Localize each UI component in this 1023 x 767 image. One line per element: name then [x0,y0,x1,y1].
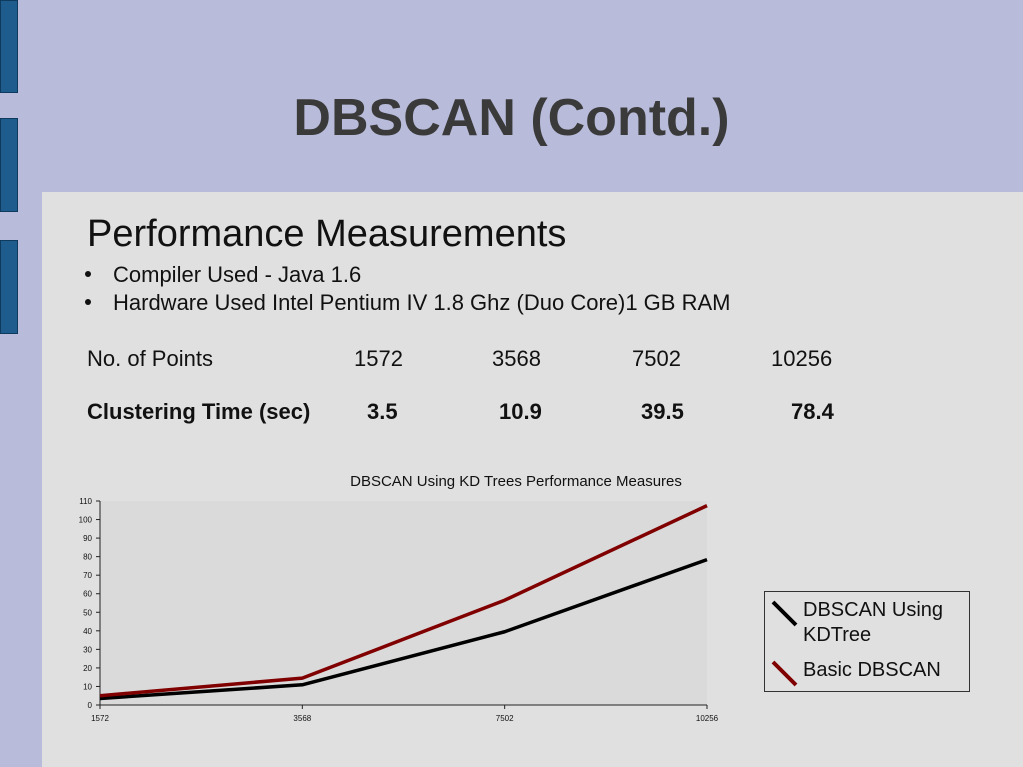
slide-title: DBSCAN (Contd.) [293,89,730,147]
y-tick-label: 90 [83,534,92,543]
time-value: 3.5 [367,399,398,424]
y-tick-label: 50 [83,608,92,617]
y-tick-label: 70 [83,571,92,580]
bullet-dot-icon [85,299,91,306]
edge-tab [0,240,18,334]
points-value: 3568 [492,346,541,371]
bullet-item: Compiler Used - Java 1.6 [85,262,361,288]
time-label: Clustering Time (sec) [87,399,311,424]
y-tick-label: 80 [83,553,92,562]
x-tick-label: 10256 [696,714,719,723]
bullet-item: Hardware Used Intel Pentium IV 1.8 Ghz (… [85,290,730,316]
y-tick-label: 60 [83,590,92,599]
edge-tab [0,118,18,212]
line-chart: DBSCAN Using KD Trees Performance Measur… [79,473,719,723]
legend-label: DBSCAN Using KDTree [803,599,944,646]
series-line-basic-dbscan [99,504,708,698]
legend-swatch-basic-icon [771,660,798,687]
y-tick-label: 100 [79,516,93,525]
bullet-dot-icon [85,271,91,278]
y-tick-label: 0 [88,701,93,710]
plot-area [100,501,707,705]
y-tick-label: 40 [83,627,92,636]
legend-label: Basic DBSCAN [803,659,941,681]
time-value: 10.9 [499,399,542,424]
y-tick-label: 30 [83,645,92,654]
points-label: No. of Points [87,346,213,371]
points-value: 7502 [632,346,681,371]
bullet-text: Hardware Used Intel Pentium IV 1.8 Ghz (… [113,290,731,315]
series-line-dbscan-using-kdtree [99,557,708,701]
legend-item: DBSCAN Using KDTree [771,598,969,648]
legend-swatch-kdtree-icon [771,600,798,627]
y-tick-label: 20 [83,664,92,673]
y-tick-label: 110 [79,497,92,506]
time-value: 78.4 [791,399,834,424]
x-tick-label: 7502 [496,714,514,723]
bullet-text: Compiler Used - Java 1.6 [113,262,362,287]
chart-title: DBSCAN Using KD Trees Performance Measur… [350,473,682,490]
edge-tab [0,0,18,93]
time-value: 39.5 [641,399,684,424]
chart-legend: DBSCAN Using KDTree Basic DBSCAN [764,591,970,692]
points-value: 1572 [354,346,403,371]
section-heading: Performance Measurements [87,213,567,255]
points-value: 10256 [771,346,833,371]
y-tick-label: 10 [83,682,92,691]
legend-item: Basic DBSCAN [771,658,941,687]
x-tick-label: 3568 [293,714,311,723]
content-panel: Performance Measurements Compiler Used -… [42,192,1023,767]
x-tick-label: 1572 [91,714,109,723]
